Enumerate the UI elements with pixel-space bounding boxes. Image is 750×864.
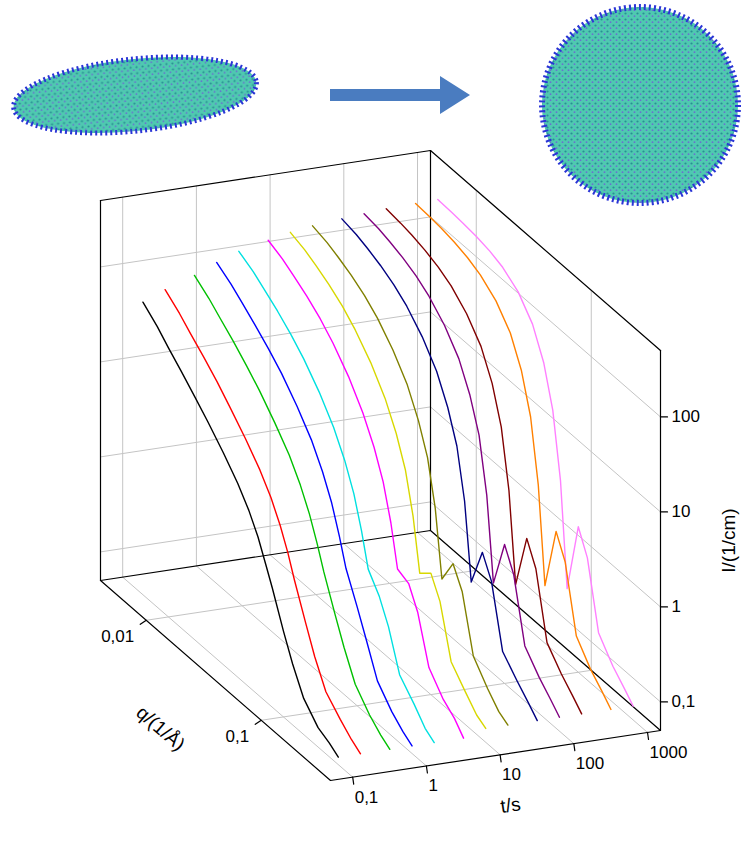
svg-text:1000: 1000 xyxy=(650,743,688,762)
svg-text:0,01: 0,01 xyxy=(101,627,134,646)
svg-text:100: 100 xyxy=(576,754,604,773)
svg-text:0,1: 0,1 xyxy=(226,727,250,746)
svg-text:100: 100 xyxy=(672,407,700,426)
svg-text:1: 1 xyxy=(672,597,681,616)
svg-text:10: 10 xyxy=(502,765,521,784)
svg-text:q/(1/Å): q/(1/Å) xyxy=(132,702,189,755)
svg-text:t/s: t/s xyxy=(499,793,522,817)
svg-text:1: 1 xyxy=(428,776,437,795)
svg-text:I/(1/cm): I/(1/cm) xyxy=(718,508,739,572)
svg-text:0,1: 0,1 xyxy=(355,788,379,807)
svg-text:10: 10 xyxy=(672,502,691,521)
svg-text:0,1: 0,1 xyxy=(672,692,696,711)
